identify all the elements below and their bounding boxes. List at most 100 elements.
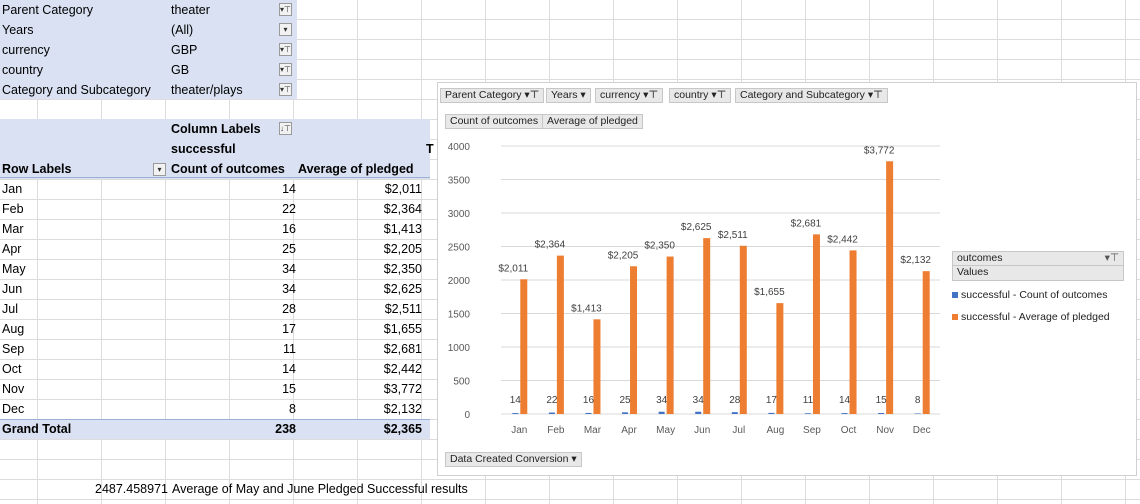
chart-filter-currency[interactable]: currency ▾⊤ xyxy=(595,88,664,103)
x-tick-label: Jul xyxy=(732,425,745,436)
filter-funnel-icon[interactable]: ▾⊤ xyxy=(279,3,292,16)
row-count-value: 34 xyxy=(282,282,296,296)
data-label-count: 15 xyxy=(876,395,888,406)
data-label-count: 11 xyxy=(803,395,814,406)
data-label-average: $2,511 xyxy=(718,230,748,241)
row-average-value: $2,681 xyxy=(383,342,422,356)
data-label-count: 25 xyxy=(619,395,631,406)
row-average-value: $3,772 xyxy=(383,382,422,396)
bar-average xyxy=(776,303,784,414)
row-average-value: $2,625 xyxy=(383,282,422,296)
chart-axis-field-button[interactable]: Data Created Conversion ▾ xyxy=(445,452,582,467)
chart-filter-country[interactable]: country ▾⊤ xyxy=(669,88,732,103)
data-label-average: $2,350 xyxy=(644,241,675,252)
legend-outcomes-button[interactable]: outcomes ▾⊤ xyxy=(952,251,1124,266)
data-label-count: 34 xyxy=(693,395,705,406)
filter-label: Parent Category xyxy=(2,3,94,17)
chart-value-count-button[interactable]: Count of outcomes xyxy=(445,114,544,129)
bar-count xyxy=(548,412,555,414)
report-filters xyxy=(0,0,297,99)
row-month-label: Jan xyxy=(2,182,23,196)
pivot-chart[interactable]: Parent Category ▾⊤ Years ▾ currency ▾⊤ c… xyxy=(437,82,1137,476)
data-label-count: 34 xyxy=(656,395,668,406)
chart-filter-parent-category[interactable]: Parent Category ▾⊤ xyxy=(440,88,545,103)
legend-values-label: Values xyxy=(952,266,1124,281)
data-label-average: $2,681 xyxy=(791,218,822,229)
row-count-value: 11 xyxy=(283,342,296,356)
row-average-value: $2,364 xyxy=(383,202,422,216)
bar-count xyxy=(512,413,519,414)
x-tick-label: Oct xyxy=(841,425,857,436)
row-month-label: Mar xyxy=(2,222,24,236)
average-may-june-value: 2487.458971 xyxy=(95,482,168,496)
truncated-header: T xyxy=(426,142,434,156)
bar-count xyxy=(878,412,885,414)
data-label-average: $2,625 xyxy=(681,222,712,233)
bar-average xyxy=(739,245,747,414)
y-tick-label: 1000 xyxy=(448,343,471,354)
row-count-value: 28 xyxy=(282,302,296,316)
filter-value: GBP xyxy=(171,43,198,57)
grand-total-count: 238 xyxy=(275,422,296,436)
filter-funnel-icon[interactable]: ▾⊤ xyxy=(279,83,292,96)
row-labels-dropdown-icon[interactable]: ▾ xyxy=(153,163,166,176)
x-tick-label: Jun xyxy=(694,425,710,436)
filter-funnel-icon[interactable]: ▾⊤ xyxy=(279,63,292,76)
row-average-value: $1,655 xyxy=(383,322,422,336)
grand-total-row xyxy=(0,419,430,439)
chart-filter-years[interactable]: Years ▾ xyxy=(546,88,591,103)
bar-average xyxy=(703,238,711,414)
row-count-value: 14 xyxy=(282,182,296,196)
bar-average xyxy=(922,271,930,414)
data-label-average: $2,442 xyxy=(827,234,858,245)
column-labels-filter-icon[interactable]: ↓⊤ xyxy=(279,122,292,135)
grand-total-average: $2,365 xyxy=(383,422,422,436)
bar-average xyxy=(886,161,894,414)
grand-total-label: Grand Total xyxy=(2,422,72,436)
filter-label: country xyxy=(2,63,43,77)
bar-average xyxy=(520,279,528,414)
x-tick-label: Apr xyxy=(621,425,637,436)
y-tick-label: 3000 xyxy=(448,209,471,220)
chart-filter-category-subcategory[interactable]: Category and Subcategory ▾⊤ xyxy=(735,88,888,103)
bar-count xyxy=(914,413,921,414)
row-count-value: 34 xyxy=(282,262,296,276)
data-label-count: 17 xyxy=(766,395,778,406)
filter-label: Category and Subcategory xyxy=(2,83,151,97)
row-average-value: $2,350 xyxy=(383,262,422,276)
x-tick-label: Sep xyxy=(803,425,821,436)
row-labels-header: Row Labels xyxy=(2,162,72,176)
bar-count xyxy=(731,412,738,414)
row-count-value: 16 xyxy=(282,222,296,236)
successful-header: successful xyxy=(171,142,236,156)
filter-funnel-icon[interactable]: ▾⊤ xyxy=(279,43,292,56)
x-tick-label: Nov xyxy=(876,425,894,436)
bar-average xyxy=(849,250,857,414)
row-count-value: 8 xyxy=(289,402,296,416)
row-month-label: Sep xyxy=(2,342,25,356)
bar-count xyxy=(622,412,629,414)
row-average-value: $2,442 xyxy=(383,362,422,376)
data-label-average: $2,205 xyxy=(608,250,639,261)
data-label-count: 22 xyxy=(546,395,558,406)
bar-count xyxy=(695,411,702,414)
average-of-pledged-header: Average of pledged xyxy=(298,162,414,176)
legend-item-average: successful - Average of pledged xyxy=(952,310,1124,324)
count-of-outcomes-header: Count of outcomes xyxy=(171,162,285,176)
bar-count xyxy=(585,412,592,414)
chart-value-average-button[interactable]: Average of pledged xyxy=(542,114,643,129)
filter-value: theater xyxy=(171,3,210,17)
row-month-label: Apr xyxy=(2,242,22,256)
legend-filter-icon[interactable]: ▾⊤ xyxy=(1104,252,1119,264)
data-label-average: $1,413 xyxy=(571,303,602,314)
chart-legend: outcomes ▾⊤ Values successful - Count of … xyxy=(952,251,1124,324)
row-month-label: Dec xyxy=(2,402,25,416)
filter-dropdown-icon[interactable]: ▾ xyxy=(279,23,292,36)
bar-average xyxy=(556,255,564,414)
filter-value: theater/plays xyxy=(171,83,243,97)
data-label-average: $2,364 xyxy=(535,240,566,251)
legend-item-count: successful - Count of outcomes xyxy=(952,288,1124,302)
data-label-average: $1,655 xyxy=(754,287,785,298)
row-month-label: Feb xyxy=(2,202,24,216)
chart-plot-area: 0 500 1000 1500 2000 2500 3000 3500 4000 14 $2,011… xyxy=(448,142,940,436)
